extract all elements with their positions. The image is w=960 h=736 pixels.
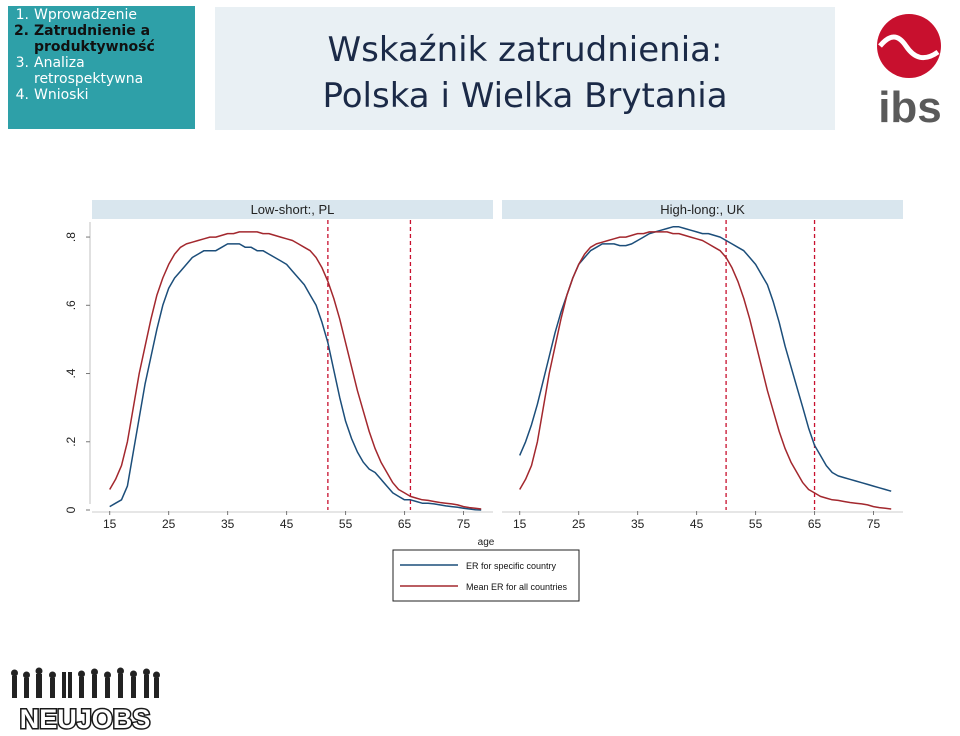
y-tick-label: .8 xyxy=(64,232,78,242)
nav-item-retrospective-analysis[interactable]: 3. Analiza retrospektywna xyxy=(8,55,195,87)
nav-item-employment-productivity[interactable]: 2. Zatrudnienie a produktywność xyxy=(8,23,195,55)
panel-title: High-long:, UK xyxy=(660,202,745,217)
slide-title-line-1: Wskaźnik zatrudnienia: xyxy=(327,30,723,70)
x-tick-label: 15 xyxy=(513,517,527,531)
nav-item-label: Analiza retrospektywna xyxy=(34,55,144,87)
neujobs-logo-text: NEUJOBS xyxy=(20,704,151,732)
x-tick-label: 45 xyxy=(690,517,704,531)
nav-item-number: 2. xyxy=(13,23,29,39)
nav-item-number: 4. xyxy=(15,87,29,103)
nav-item-label: Wnioski xyxy=(34,87,89,103)
section-list: 1. Wprowadzenie 2. Zatrudnienie a produk… xyxy=(8,7,195,103)
nav-item-number: 1. xyxy=(15,7,29,23)
x-tick-label: 55 xyxy=(339,517,353,531)
neujobs-logo: NEUJOBS xyxy=(11,667,160,732)
x-axis-title: age xyxy=(478,537,495,548)
panel-title: Low-short:, PL xyxy=(251,202,335,217)
nav-item-label: Wprowadzenie xyxy=(34,7,137,23)
x-tick-label: 75 xyxy=(457,517,471,531)
x-tick-label: 35 xyxy=(221,517,235,531)
slide-title-line-2: Polska i Wielka Brytania xyxy=(322,76,728,116)
y-tick-label: .6 xyxy=(64,300,78,310)
neujobs-logo-figures xyxy=(11,667,160,698)
series-line-specific-country xyxy=(109,243,482,511)
ibs-logo-text: ibs xyxy=(878,83,942,127)
x-tick-label: 25 xyxy=(162,517,176,531)
ibs-logo: ibs xyxy=(877,14,942,127)
x-tick-label: 35 xyxy=(631,517,645,531)
nav-item-introduction[interactable]: 1. Wprowadzenie xyxy=(8,7,195,23)
legend-box xyxy=(392,549,580,602)
slide-title: Wskaźnik zatrudnienia: Polska i Wielka B… xyxy=(215,7,835,130)
nav-item-conclusions[interactable]: 4. Wnioski xyxy=(8,87,195,103)
legend-label: Mean ER for all countries xyxy=(466,582,568,592)
section-navigation: 1. Wprowadzenie 2. Zatrudnienie a produk… xyxy=(8,6,195,129)
nav-item-number: 3. xyxy=(15,55,29,71)
legend-label: ER for specific country xyxy=(466,561,557,571)
x-tick-label: 65 xyxy=(398,517,412,531)
x-tick-label: 25 xyxy=(572,517,586,531)
series-line-specific-country xyxy=(519,226,892,492)
y-tick-label: .4 xyxy=(64,368,78,378)
y-tick-label: 0 xyxy=(64,506,78,513)
panel-header-1 xyxy=(92,200,493,219)
x-tick-label: 55 xyxy=(749,517,763,531)
series-line-mean-all-countries xyxy=(109,231,482,510)
series-line-mean-all-countries xyxy=(519,231,892,510)
x-tick-label: 75 xyxy=(867,517,881,531)
x-tick-label: 45 xyxy=(280,517,294,531)
y-tick-label: .2 xyxy=(64,436,78,446)
ibs-logo-swoosh xyxy=(878,34,940,61)
x-tick-label: 65 xyxy=(808,517,822,531)
nav-item-label: Zatrudnienie a produktywność xyxy=(34,23,155,55)
x-tick-label: 15 xyxy=(103,517,117,531)
panel-header-2 xyxy=(502,200,903,219)
